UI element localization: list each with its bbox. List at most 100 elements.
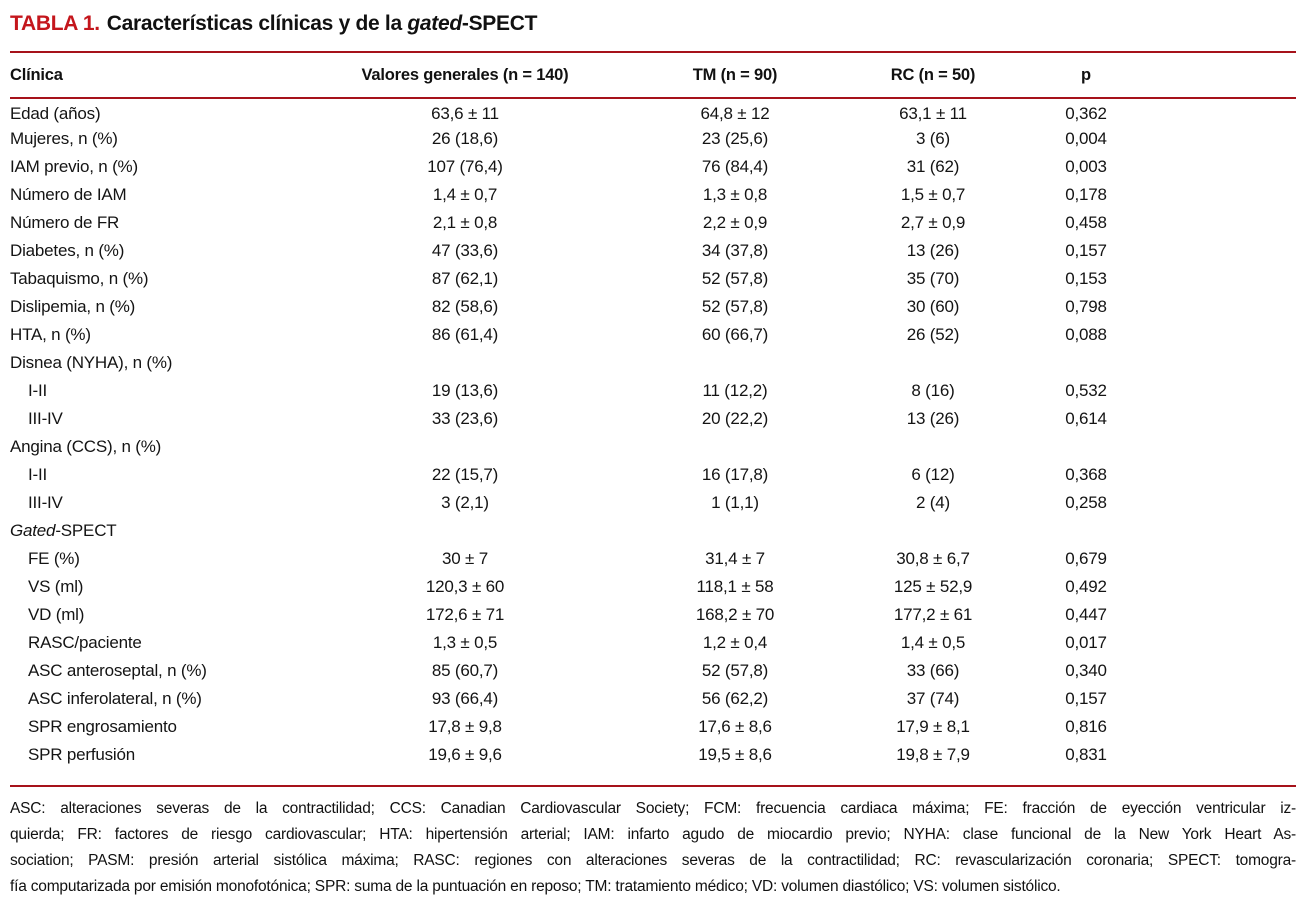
cell-value: 87 (62,1) — [431, 269, 499, 288]
cell-value: 0,088 — [1065, 325, 1107, 344]
table-row: Tabaquismo, n (%) 87 (62,1) 52 (57,8) 35 (7… — [10, 265, 1296, 293]
row-label: Disnea (NYHA), n (%) — [10, 353, 173, 372]
cell-value: 0,798 — [1065, 297, 1107, 316]
row-label-italic: Gated — [10, 521, 56, 540]
table-row: III-IV 33 (23,6) 20 (22,2) 13 (26) 0,614 — [10, 405, 1296, 433]
cell-value: 0,178 — [1065, 185, 1107, 204]
cell-value: 1,5 ± 0,7 — [900, 185, 966, 204]
cell-value: 33 (23,6) — [431, 409, 499, 428]
cell-value — [640, 349, 830, 377]
row-spacer — [1136, 629, 1296, 657]
bottom-rule — [10, 785, 1296, 787]
table-row: ASC anteroseptal, n (%) 85 (60,7) 52 (57,8… — [10, 657, 1296, 685]
table-header: Clínica Valores generales (n = 140) TM (… — [10, 53, 1296, 97]
cell-value: 37 (74) — [906, 689, 960, 708]
cell-value: 0,831 — [1065, 745, 1107, 764]
cell-value: 82 (58,6) — [431, 297, 499, 316]
table-title-number: TABLA 1. — [10, 12, 100, 35]
table-row: VS (ml) 120,3 ± 60 118,1 ± 58 125 ± 52,9 0,4… — [10, 573, 1296, 601]
row-label: VS (ml) — [28, 577, 84, 596]
table-row: Edad (años) 63,6 ± 11 64,8 ± 12 63,1 ± 11 0,… — [10, 97, 1296, 125]
table-title: TABLA 1. Características clínicas y de la… — [10, 0, 1296, 37]
cell-value: 0,447 — [1065, 605, 1107, 624]
cell-value: 1 (1,1) — [711, 493, 759, 512]
cell-value: 17,9 ± 8,1 — [896, 717, 970, 736]
cell-value: 1,2 ± 0,4 — [702, 633, 768, 652]
table-row: Gated-SPECT — [10, 517, 1296, 545]
cell-value: 0,492 — [1065, 577, 1107, 596]
cell-value: 52 (57,8) — [701, 297, 769, 316]
table-body: Edad (años) 63,6 ± 11 64,8 ± 12 63,1 ± 11 0,… — [10, 97, 1296, 769]
row-spacer — [1136, 713, 1296, 741]
cell-value: 120,3 ± 60 — [425, 577, 505, 596]
table-title-italic: gated — [407, 12, 462, 35]
row-spacer — [1136, 489, 1296, 517]
cell-value: 0,679 — [1065, 549, 1107, 568]
cell-value: 93 (66,4) — [431, 689, 499, 708]
row-spacer — [1136, 181, 1296, 209]
row-label: SPR perfusión — [28, 745, 136, 764]
cell-value — [290, 433, 640, 461]
cell-value: 0,362 — [1065, 104, 1107, 123]
cell-value — [640, 433, 830, 461]
cell-value: 30 (60) — [906, 297, 960, 316]
table-row: III-IV 3 (2,1) 1 (1,1) 2 (4) 0,258 — [10, 489, 1296, 517]
cell-value: 31 (62) — [906, 157, 960, 176]
cell-value — [1036, 517, 1136, 545]
row-spacer — [1136, 685, 1296, 713]
row-spacer — [1136, 265, 1296, 293]
cell-value: 47 (33,6) — [431, 241, 499, 260]
row-spacer — [1136, 657, 1296, 685]
cell-value: 20 (22,2) — [701, 409, 769, 428]
cell-value: 63,1 ± 11 — [899, 104, 967, 123]
cell-value: 23 (25,6) — [701, 129, 769, 148]
row-spacer — [1136, 125, 1296, 153]
row-label: HTA, n (%) — [10, 325, 91, 344]
cell-value: 13 (26) — [906, 241, 960, 260]
cell-value — [290, 517, 640, 545]
table-row: I-II 22 (15,7) 16 (17,8) 6 (12) 0,368 — [10, 461, 1296, 489]
cell-value: 172,6 ± 71 — [425, 605, 505, 624]
row-spacer — [1136, 405, 1296, 433]
column-header-valores-generales: Valores generales (n = 140) — [361, 65, 569, 84]
column-header-spacer — [1136, 53, 1296, 97]
cell-value: 0,003 — [1065, 157, 1107, 176]
cell-value: 118,1 ± 58 — [696, 577, 774, 596]
cell-value: 3 (6) — [916, 129, 950, 148]
row-label: RASC/paciente — [28, 633, 142, 652]
table-row: I-II 19 (13,6) 11 (12,2) 8 (16) 0,532 — [10, 377, 1296, 405]
cell-value: 168,2 ± 70 — [695, 605, 775, 624]
table-title-text: Características clínicas y de la — [106, 12, 408, 35]
row-spacer — [1136, 209, 1296, 237]
cell-value — [290, 349, 640, 377]
cell-value: 1,3 ± 0,8 — [702, 185, 768, 204]
cell-value: 52 (57,8) — [701, 661, 769, 680]
row-label: Tabaquismo, n (%) — [10, 269, 149, 288]
column-header-clinica: Clínica — [10, 65, 63, 84]
cell-value: 30 ± 7 — [442, 549, 488, 568]
cell-value: 0,340 — [1065, 661, 1107, 680]
cell-value: 86 (61,4) — [431, 325, 499, 344]
table-row: Número de FR 2,1 ± 0,8 2,2 ± 0,9 2,7 ± 0,9 0… — [10, 209, 1296, 237]
cell-value: 63,6 ± 11 — [431, 104, 499, 123]
cell-value — [640, 517, 830, 545]
row-spacer — [1136, 545, 1296, 573]
cell-value: 2,7 ± 0,9 — [900, 213, 966, 232]
cell-value — [830, 517, 1036, 545]
row-label: Mujeres, n (%) — [10, 129, 118, 148]
cell-value: 19 (13,6) — [431, 381, 499, 400]
table-row: Mujeres, n (%) 26 (18,6) 23 (25,6) 3 (6) 0,0… — [10, 125, 1296, 153]
row-label: Número de FR — [10, 213, 120, 232]
cell-value: 107 (76,4) — [427, 157, 503, 176]
column-header-p: p — [1081, 65, 1091, 84]
row-spacer — [1136, 517, 1296, 545]
table-row: ASC inferolateral, n (%) 93 (66,4) 56 (62,… — [10, 685, 1296, 713]
cell-value: 16 (17,8) — [701, 465, 769, 484]
row-spacer — [1136, 153, 1296, 181]
row-label: I-II — [28, 465, 48, 484]
cell-value — [1036, 433, 1136, 461]
table-row: SPR engrosamiento 17,8 ± 9,8 17,6 ± 8,6 17,… — [10, 713, 1296, 741]
table-row: RASC/paciente 1,3 ± 0,5 1,2 ± 0,4 1,4 ± 0,5… — [10, 629, 1296, 657]
cell-value: 1,4 ± 0,5 — [900, 633, 966, 652]
